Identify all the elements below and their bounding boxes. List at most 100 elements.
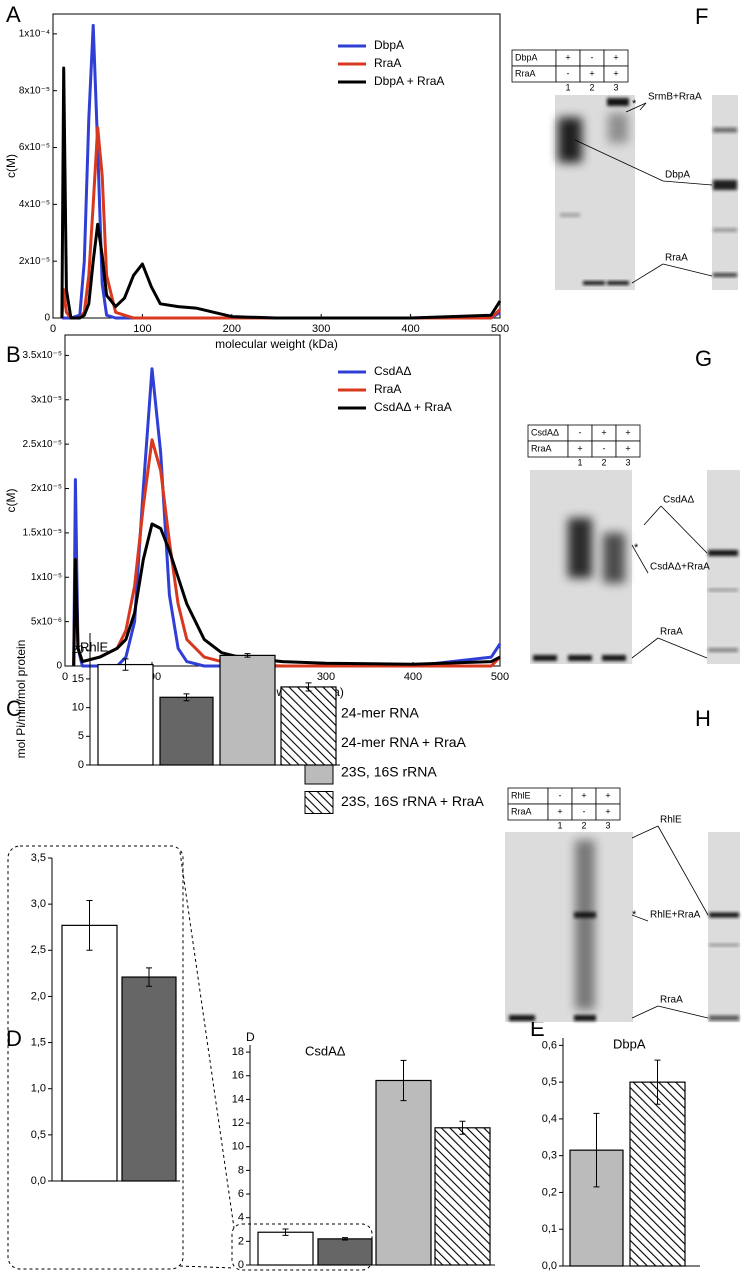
table-text: RhlE [511, 790, 531, 800]
arrow [574, 139, 664, 182]
arrow [631, 263, 664, 284]
chart-title: DbpA [613, 1036, 646, 1051]
data-line [60, 66, 502, 320]
table-text: RraA [515, 68, 536, 78]
arrow [662, 263, 713, 277]
arrow [662, 180, 713, 186]
gel-label: DbpA [665, 170, 690, 181]
y-tick-label: 8 [238, 1164, 244, 1176]
panel-label: A [6, 2, 21, 27]
error-bar [146, 967, 152, 987]
y-tick-label: 3x10⁻⁵ [31, 394, 62, 405]
bar [257, 1231, 314, 1266]
x-tick-label: 300 [312, 323, 330, 335]
y-tick-label: 15 [72, 673, 84, 685]
y-tick-label: 2,5 [31, 944, 46, 956]
x-tick-label: 200 [223, 323, 241, 335]
x-tick-label: 100 [133, 323, 151, 335]
y-tick-label: 0,2 [542, 1186, 557, 1198]
legend-label: CsdAΔ [374, 364, 411, 378]
table-text: - [579, 427, 582, 437]
x-tick-label: 0 [62, 671, 68, 683]
table-text: + [605, 806, 610, 816]
y-tick-label: 4 [238, 1212, 244, 1224]
gel-band [708, 648, 738, 652]
table-text: + [557, 806, 562, 816]
x-tick-label: 400 [401, 323, 419, 335]
error-bar [86, 899, 93, 951]
panel-label: D [246, 1030, 255, 1044]
gel-band [574, 1015, 596, 1021]
arrow [657, 637, 708, 659]
arrow [631, 914, 649, 922]
y-tick-label: 14 [232, 1093, 244, 1105]
gel-band [709, 943, 739, 947]
y-tick-label: 20 [72, 644, 84, 656]
y-tick-label: 3,5 [31, 852, 46, 864]
inset-source-frame [231, 1223, 373, 1271]
bar [61, 924, 118, 1182]
y-tick-label: 6 [238, 1188, 244, 1200]
gel [707, 470, 740, 664]
error-bar [183, 693, 190, 702]
y-tick-label: 2,0 [31, 990, 46, 1002]
panel-label: H [695, 706, 711, 731]
arrow [631, 825, 659, 839]
x-tick-label: 300 [317, 671, 335, 683]
y-tick-label: 10 [72, 702, 84, 714]
y-tick-label: 0,3 [542, 1150, 557, 1162]
legend-label: 23S, 16S rRNA [341, 764, 437, 780]
chart-title: CsdAΔ [305, 1043, 346, 1058]
arrow [631, 1005, 659, 1019]
marker: * [632, 909, 637, 921]
y-tick-label: 2.5x10⁻⁵ [23, 439, 62, 450]
gel-band [608, 113, 628, 143]
y-axis-label: c(M) [4, 154, 18, 178]
plot-frame [52, 13, 501, 319]
table-text: - [559, 790, 562, 800]
legend-label: CsdAΔ + RraA [374, 400, 452, 414]
gel-label: RraA [660, 627, 683, 638]
error-bar [305, 682, 312, 692]
gel-band [568, 655, 592, 661]
y-tick-label: 6x10⁻⁵ [19, 142, 50, 153]
panel-label: D [6, 1026, 22, 1051]
gel-band [708, 588, 738, 592]
gel-band [709, 1015, 739, 1021]
gel-label: RraA [665, 253, 688, 264]
y-tick-label: 0,5 [31, 1129, 46, 1141]
x-tick-label: 0 [50, 323, 56, 335]
table-text: + [601, 427, 606, 437]
table-text: RraA [531, 443, 552, 453]
error-bar [342, 1237, 348, 1241]
table-text: + [581, 790, 586, 800]
lane-number: 2 [601, 457, 606, 467]
gel-band [607, 281, 629, 285]
y-tick-label: 1x10⁻⁵ [31, 572, 62, 583]
table-text: + [625, 427, 630, 437]
lane-number: 1 [557, 820, 562, 830]
arrow [639, 102, 647, 111]
bar [434, 1127, 491, 1266]
y-tick-label: 0,4 [542, 1113, 557, 1125]
error-bar [282, 1228, 289, 1236]
y-tick-label: 8x10⁻⁵ [19, 85, 50, 96]
table-cell [595, 803, 621, 821]
y-axis-label: c(M) [4, 489, 18, 513]
y-tick-label: 12 [232, 1117, 244, 1129]
lane-number: 1 [577, 457, 582, 467]
y-tick-label: 0 [44, 313, 50, 324]
gel [708, 832, 740, 1022]
gel-band [607, 98, 629, 106]
panel-label: F [695, 4, 708, 29]
gel [712, 95, 738, 290]
y-tick-label: 0,1 [542, 1223, 557, 1235]
gel-band [574, 912, 596, 918]
bar [629, 1081, 686, 1267]
data-line [61, 23, 501, 320]
y-tick-label: 1x10⁻⁴ [19, 29, 50, 40]
table-text: + [625, 443, 630, 453]
gel-band [558, 117, 582, 163]
arrow [657, 825, 709, 916]
